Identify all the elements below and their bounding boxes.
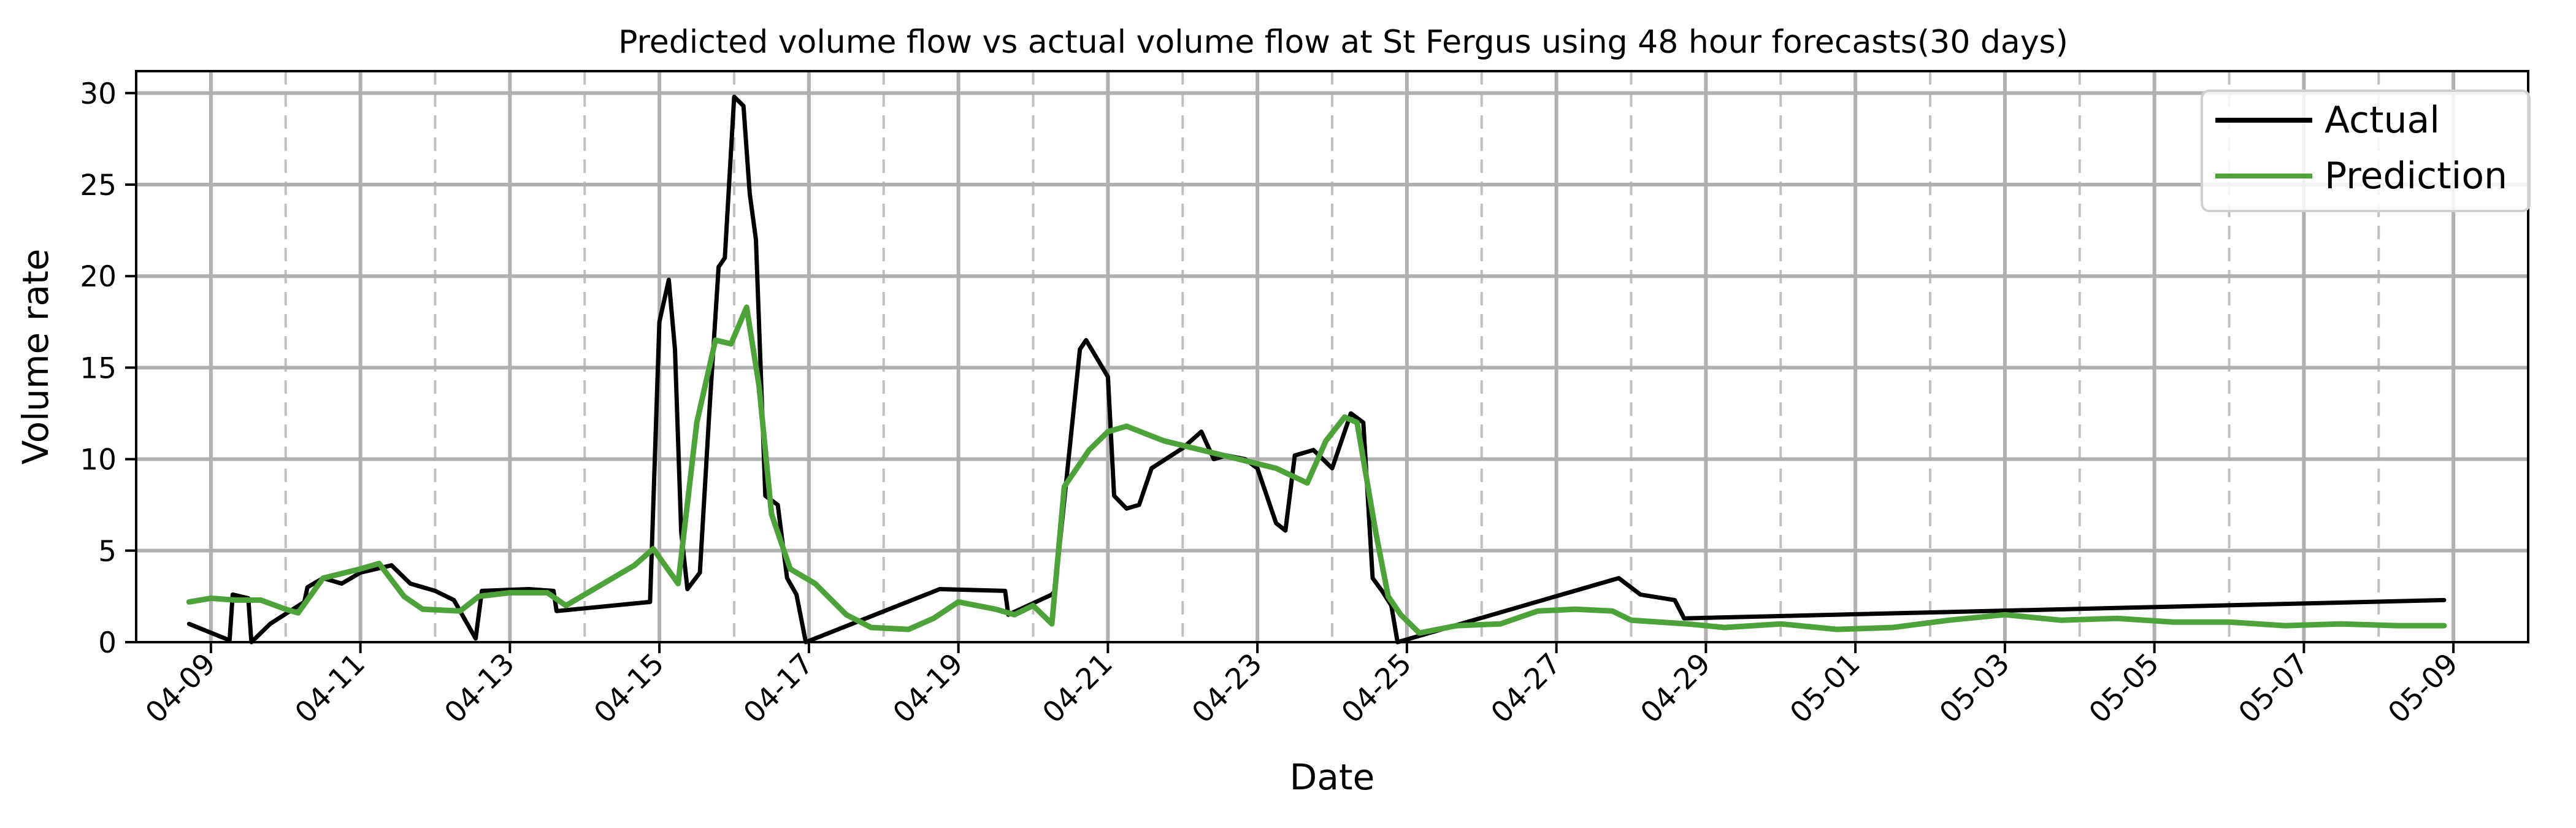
legend-label-prediction: Prediction (2325, 155, 2507, 197)
legend-label-actual: Actual (2325, 99, 2440, 142)
y-tick-label: 30 (80, 77, 117, 111)
y-tick-label: 25 (80, 169, 117, 202)
y-tick-label: 20 (80, 260, 117, 294)
plot-frame (135, 70, 2529, 643)
y-tick-label: 15 (80, 351, 117, 385)
series-layer (186, 94, 2447, 645)
y-tick-label: 0 (98, 626, 117, 660)
y-axis: 0 5 10 15 20 25 30 (80, 77, 136, 660)
major-gridlines (136, 71, 2528, 642)
x-axis-label: Date (1290, 756, 1375, 798)
y-tick-label: 5 (98, 535, 117, 569)
chart-title: Predicted volume flow vs actual volume f… (618, 24, 2068, 61)
y-tick-label: 10 (80, 443, 117, 477)
legend: Actual Prediction (2201, 90, 2531, 212)
series-line-prediction (186, 304, 2447, 636)
y-axis-label: Volume rate (15, 249, 56, 465)
series-line-actual (186, 94, 2447, 645)
